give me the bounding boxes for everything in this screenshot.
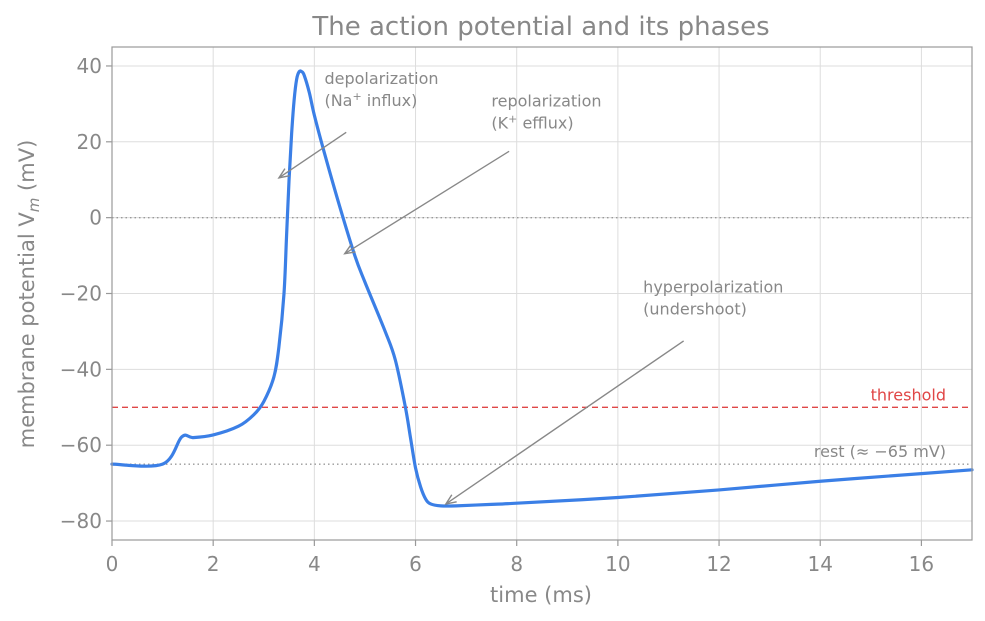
x-tick-label: 4 (308, 552, 321, 576)
y-tick-label: 20 (77, 130, 102, 154)
x-tick-label: 2 (207, 552, 220, 576)
annotation-depol-line2-suffix: influx) (362, 91, 418, 110)
annotations: depolarization(Na+ influx) repolarization… (277, 69, 783, 505)
annotation-hyper-arrow-head (444, 494, 457, 505)
reference-lines: threshold rest (≈ −65 mV) (112, 216, 972, 465)
annotation-depol-line1: depolarization (324, 69, 438, 88)
chart-title: The action potential and its phases (311, 12, 769, 42)
annotation-repol-line2: (K+ efflux) (491, 113, 573, 133)
annotation-depol-arrow-shaft (278, 131, 347, 179)
annotation-depol-arrow-head (277, 168, 290, 179)
y-axis-label-unit: (mV) (15, 140, 39, 198)
y-axis-label-subscript: m (25, 198, 43, 213)
annotation-hyper-line2: (undershoot) (643, 299, 747, 318)
annotation-repol-line1: repolarization (491, 92, 601, 111)
y-axis-label-main: membrane potential V (15, 212, 39, 449)
axis-ticks: 0 2 4 6 8 10 12 14 16 −80 −60 −40 −20 0 20 40 (60, 54, 934, 576)
annotation-repol-superscript: + (508, 113, 517, 126)
y-tick-label: −20 (60, 282, 102, 306)
x-tick-label: 10 (605, 552, 630, 576)
annotation-hyper: hyperpolarization (undershoot) (444, 277, 783, 505)
x-tick-label: 8 (510, 552, 523, 576)
y-tick-label: −40 (60, 357, 102, 381)
annotation-repol: repolarization(K+ efflux) (343, 92, 602, 255)
annotation-hyper-line1: hyperpolarization (643, 277, 783, 296)
x-axis-label: time (ms) (490, 583, 592, 607)
annotation-repol-arrow-shaft (344, 150, 510, 255)
annotation-depol-superscript: + (352, 90, 361, 103)
annotation-hyper-arrow-shaft (445, 340, 685, 505)
annotation-repol-line2-text: (K (491, 114, 508, 133)
x-tick-label: 14 (808, 552, 833, 576)
x-tick-label: 6 (409, 552, 422, 576)
annotation-depol-line2-text: (Na (324, 91, 352, 110)
reference-line-label-1: threshold (871, 385, 946, 404)
annotation-hyper-line2-text: (undershoot) (643, 299, 747, 318)
y-axis-label: membrane potential Vm (mV) (15, 140, 43, 449)
y-tick-label: −60 (60, 433, 102, 457)
membrane-potential-series-line (110, 69, 974, 508)
x-tick-label: 12 (706, 552, 731, 576)
annotation-repol-line2-suffix: efflux) (517, 114, 573, 133)
annotation-repol-arrow-head (343, 244, 356, 255)
y-tick-label: 0 (89, 206, 102, 230)
x-tick-label: 16 (909, 552, 934, 576)
annotation-depol: depolarization (Na+ influx) (277, 69, 439, 179)
x-tick-label: 0 (106, 552, 119, 576)
y-tick-label: −80 (60, 509, 102, 533)
reference-line-label-2: rest (≈ −65 mV) (814, 442, 946, 461)
annotation-depol-line2: (Na+ influx) (324, 90, 417, 110)
y-tick-label: 40 (77, 54, 102, 78)
